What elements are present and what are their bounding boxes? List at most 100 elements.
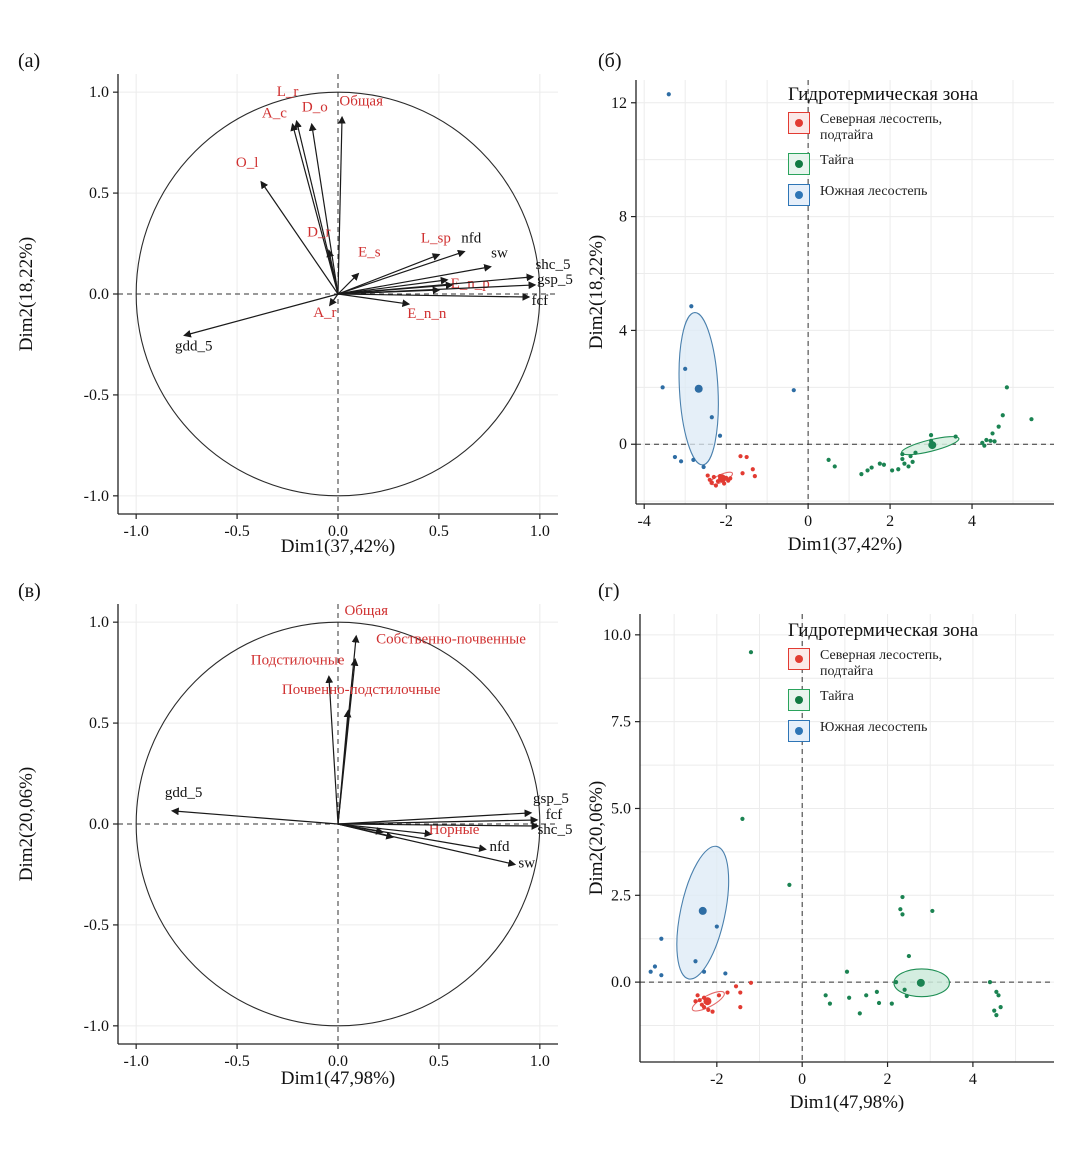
y-tick-label: 0 (619, 436, 627, 453)
data-point (982, 443, 987, 448)
data-point (847, 995, 852, 1000)
x-tick-label: 4 (968, 513, 976, 530)
variable-arrow (337, 273, 535, 295)
variable-arrow (337, 276, 449, 295)
variable-arrow (337, 249, 466, 295)
y-axis-title: Dim2(20,06%) (16, 767, 37, 882)
correlation-circle (135, 621, 541, 1027)
data-point (717, 433, 723, 438)
variable-arrow (337, 264, 492, 295)
variable-arrow (326, 249, 339, 295)
data-point (701, 464, 706, 470)
data-point (666, 92, 671, 97)
data-point (691, 457, 696, 462)
data-point (928, 433, 934, 438)
x-axis-title: Dim1(37,42%) (281, 536, 396, 557)
y-tick-label: 0.0 (89, 816, 109, 833)
data-point (893, 980, 899, 985)
y-axis-title: Dim2(18,22%) (16, 237, 37, 352)
data-point (864, 993, 869, 998)
data-point (984, 437, 989, 443)
legend-dot-green (795, 696, 803, 705)
y-tick-label: -1.0 (84, 488, 109, 505)
panel-g-tag: (г) (598, 580, 620, 602)
data-point (678, 459, 684, 464)
data-point (701, 1005, 707, 1010)
data-point (898, 907, 903, 912)
x-axis-title: Dim1(47,98%) (281, 1068, 396, 1089)
variable-arrow (337, 816, 539, 825)
panel-v: (в) Общая Собственно-почвенные Подстилочны… (8, 574, 585, 1119)
legend-swatch-green (788, 153, 810, 176)
x-axis-title: Dim1(47,98%) (790, 1092, 905, 1113)
data-point (876, 1000, 882, 1006)
variable-label: sw (491, 246, 508, 262)
data-point (748, 980, 754, 985)
variable-label: L_r (277, 84, 299, 100)
x-tick-label: 0 (804, 513, 812, 530)
x-tick-label: 1.0 (530, 1053, 550, 1070)
data-point (910, 459, 915, 464)
data-point (889, 1001, 894, 1006)
data-point (733, 984, 739, 989)
variable-label: A_r (313, 305, 336, 321)
legend-dot-blue (795, 191, 803, 200)
variable-arrow (294, 119, 339, 295)
y-tick-label: 1.0 (89, 84, 109, 101)
x-tick-label: 1.0 (530, 523, 550, 540)
variable-arrow (325, 675, 339, 825)
variable-label: sw (518, 855, 535, 871)
variable-label: gdd_5 (165, 785, 203, 801)
group-centroid (694, 384, 703, 393)
variable-arrow (337, 272, 360, 295)
x-tick-label: 0.0 (328, 523, 348, 540)
data-point (827, 1001, 833, 1006)
legend-title: Гидротермическая зона (788, 620, 979, 641)
variable-arrow (337, 809, 533, 825)
data-point (728, 476, 733, 481)
variable-label: Подстилочные (251, 653, 345, 669)
scatter-plot-b: -4 -2 0 2 4 0 4 8 12 Dim1(37,42%) Dim2(18,22%) (586, 80, 1054, 555)
variable-arrow (337, 293, 411, 308)
x-tick-label: -0.5 (224, 523, 249, 540)
legend-item-south: Южная лесостепь (788, 184, 1023, 207)
legend-title: Гидротермическая зона (788, 84, 979, 105)
y-tick-label: 10.0 (603, 627, 631, 644)
y-tick-label: 0.5 (89, 715, 109, 732)
data-point (881, 462, 887, 467)
legend-swatch-red (788, 648, 810, 670)
variable-label: gsp_5 (537, 272, 573, 288)
data-point (652, 964, 658, 969)
x-tick-label: 0.5 (429, 523, 449, 540)
data-point (752, 474, 757, 479)
data-point (738, 1005, 743, 1010)
legend-swatch-blue (788, 184, 810, 207)
data-point (738, 990, 743, 995)
data-point (859, 472, 864, 477)
panel-g: (г) -2 0 2 4 0.0 2.5 5.0 7.5 10.0 Dim1(47,98%) Dim… (586, 574, 1065, 1139)
pca-biplot-a: L_rA_c D_o ОбщаяO_lD_rE_sA_rL_spE_n_pE_n_n… (16, 74, 573, 557)
variable-arrow (337, 822, 540, 830)
data-point (660, 385, 665, 390)
data-point (710, 1009, 715, 1014)
data-point (709, 415, 714, 420)
data-point (740, 471, 745, 476)
variable-arrow (337, 293, 531, 301)
confidence-ellipse-group (691, 990, 725, 1012)
variable-label: gdd_5 (175, 339, 213, 355)
data-point (725, 990, 730, 995)
confidence-ellipse (691, 990, 725, 1012)
data-point (902, 461, 907, 466)
variable-arrow (337, 253, 441, 295)
data-point (826, 457, 831, 462)
legend-swatch-red (788, 112, 810, 134)
x-tick-label: 0.0 (328, 1053, 348, 1070)
variable-label: E_s (358, 245, 381, 261)
data-point (869, 465, 874, 470)
data-point (823, 993, 828, 998)
data-point (900, 912, 905, 917)
y-axis-title: Dim2(18,22%) (586, 235, 607, 350)
variable-arrow (337, 115, 346, 295)
legend-item-label: Тайга (820, 153, 854, 169)
y-tick-label: 0.5 (89, 185, 109, 202)
